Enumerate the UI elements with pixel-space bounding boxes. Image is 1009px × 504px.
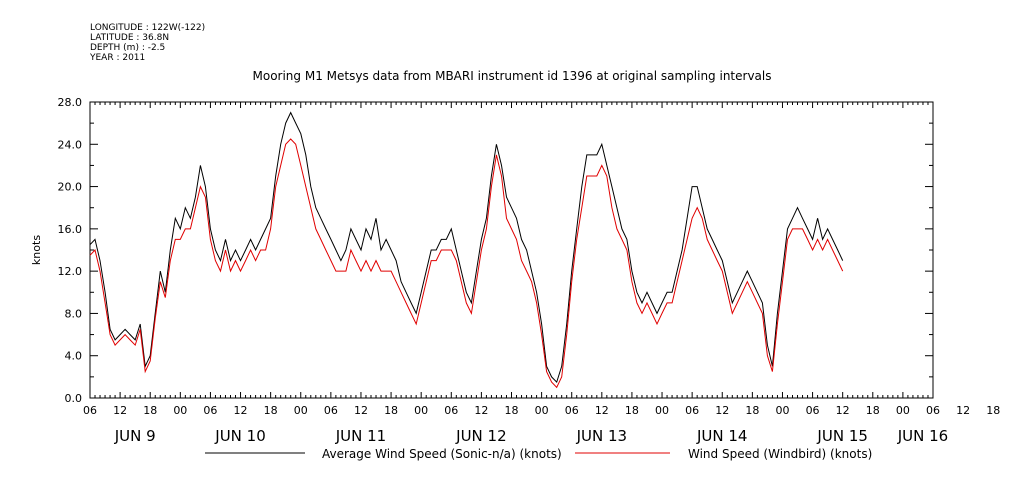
x-tick-label: 12 [956,404,970,417]
x-tick-label: 06 [685,404,699,417]
x-tick-label: 06 [324,404,338,417]
x-day-label: JUN 14 [696,427,747,445]
x-tick-label: 00 [414,404,428,417]
y-tick-label: 16.0 [58,223,83,236]
series-line-windbird-wind-speed [89,138,844,389]
legend-label-windbird: Wind Speed (Windbird) (knots) [688,447,872,461]
x-tick-label: 18 [143,404,157,417]
x-tick-label: 12 [474,404,488,417]
x-tick-label: 12 [715,404,729,417]
x-tick-label: 12 [234,404,248,417]
y-tick-label: 8.0 [65,307,83,320]
meta-longitude: LONGITUDE : 122W(-122) [90,23,205,33]
x-day-label: JUN 9 [114,427,156,445]
y-tick-label: 0.0 [65,392,83,405]
chart-title: Mooring M1 Metsys data from MBARI instru… [253,69,772,83]
x-day-label: JUN 12 [455,427,506,445]
axes: 06 12 18 00 06 12 18 00 06 12 18 00 06 12 18 00 06 12 18 00… [58,96,1001,445]
x-tick-label: 06 [806,404,820,417]
x-tick-label: 00 [173,404,187,417]
x-tick-label: 18 [625,404,639,417]
y-tick-label: 24.0 [58,138,83,151]
legend: Average Wind Speed (Sonic-n/a) (knots) W… [205,447,872,461]
x-tick-label: 12 [595,404,609,417]
x-tick-label: 00 [535,404,549,417]
x-tick-label: 00 [294,404,308,417]
metadata-block: LONGITUDE : 122W(-122) LATITUDE : 36.8N … [89,23,205,63]
x-day-label: JUN 16 [897,427,948,445]
y-axis-label: knots [30,235,43,265]
x-tick-label: 18 [505,404,519,417]
y-tick-label: 4.0 [65,350,83,363]
meta-depth: DEPTH (m) : -2.5 [90,43,165,53]
x-tick-label: 12 [836,404,850,417]
y-tick-label: 12.0 [58,265,83,278]
x-tick-label: 18 [866,404,880,417]
x-tick-label: 12 [354,404,368,417]
y-tick-label: 28.0 [58,96,83,109]
x-tick-label: 06 [83,404,97,417]
legend-label-average: Average Wind Speed (Sonic-n/a) (knots) [322,447,562,461]
x-tick-label: 18 [384,404,398,417]
x-day-label: JUN 13 [576,427,627,445]
x-tick-label: 12 [113,404,127,417]
x-tick-label: 18 [745,404,759,417]
meta-latitude: LATITUDE : 36.8N [90,33,169,43]
series-layer [89,111,844,389]
x-day-label: JUN 15 [816,427,867,445]
x-tick-label: 00 [896,404,910,417]
x-day-label: JUN 10 [214,427,265,445]
x-tick-label: 00 [655,404,669,417]
x-tick-label: 06 [444,404,458,417]
x-tick-label: 06 [926,404,940,417]
x-tick-label: 00 [775,404,789,417]
series-line-average-wind-speed [89,111,844,384]
x-tick-label: 18 [986,404,1000,417]
x-tick-label: 06 [203,404,217,417]
y-tick-label: 20.0 [58,181,83,194]
x-tick-label: 18 [264,404,278,417]
x-tick-label: 06 [565,404,579,417]
plot-frame [89,101,934,399]
x-day-label: JUN 11 [335,427,386,445]
meta-year: YEAR : 2011 [89,53,145,63]
